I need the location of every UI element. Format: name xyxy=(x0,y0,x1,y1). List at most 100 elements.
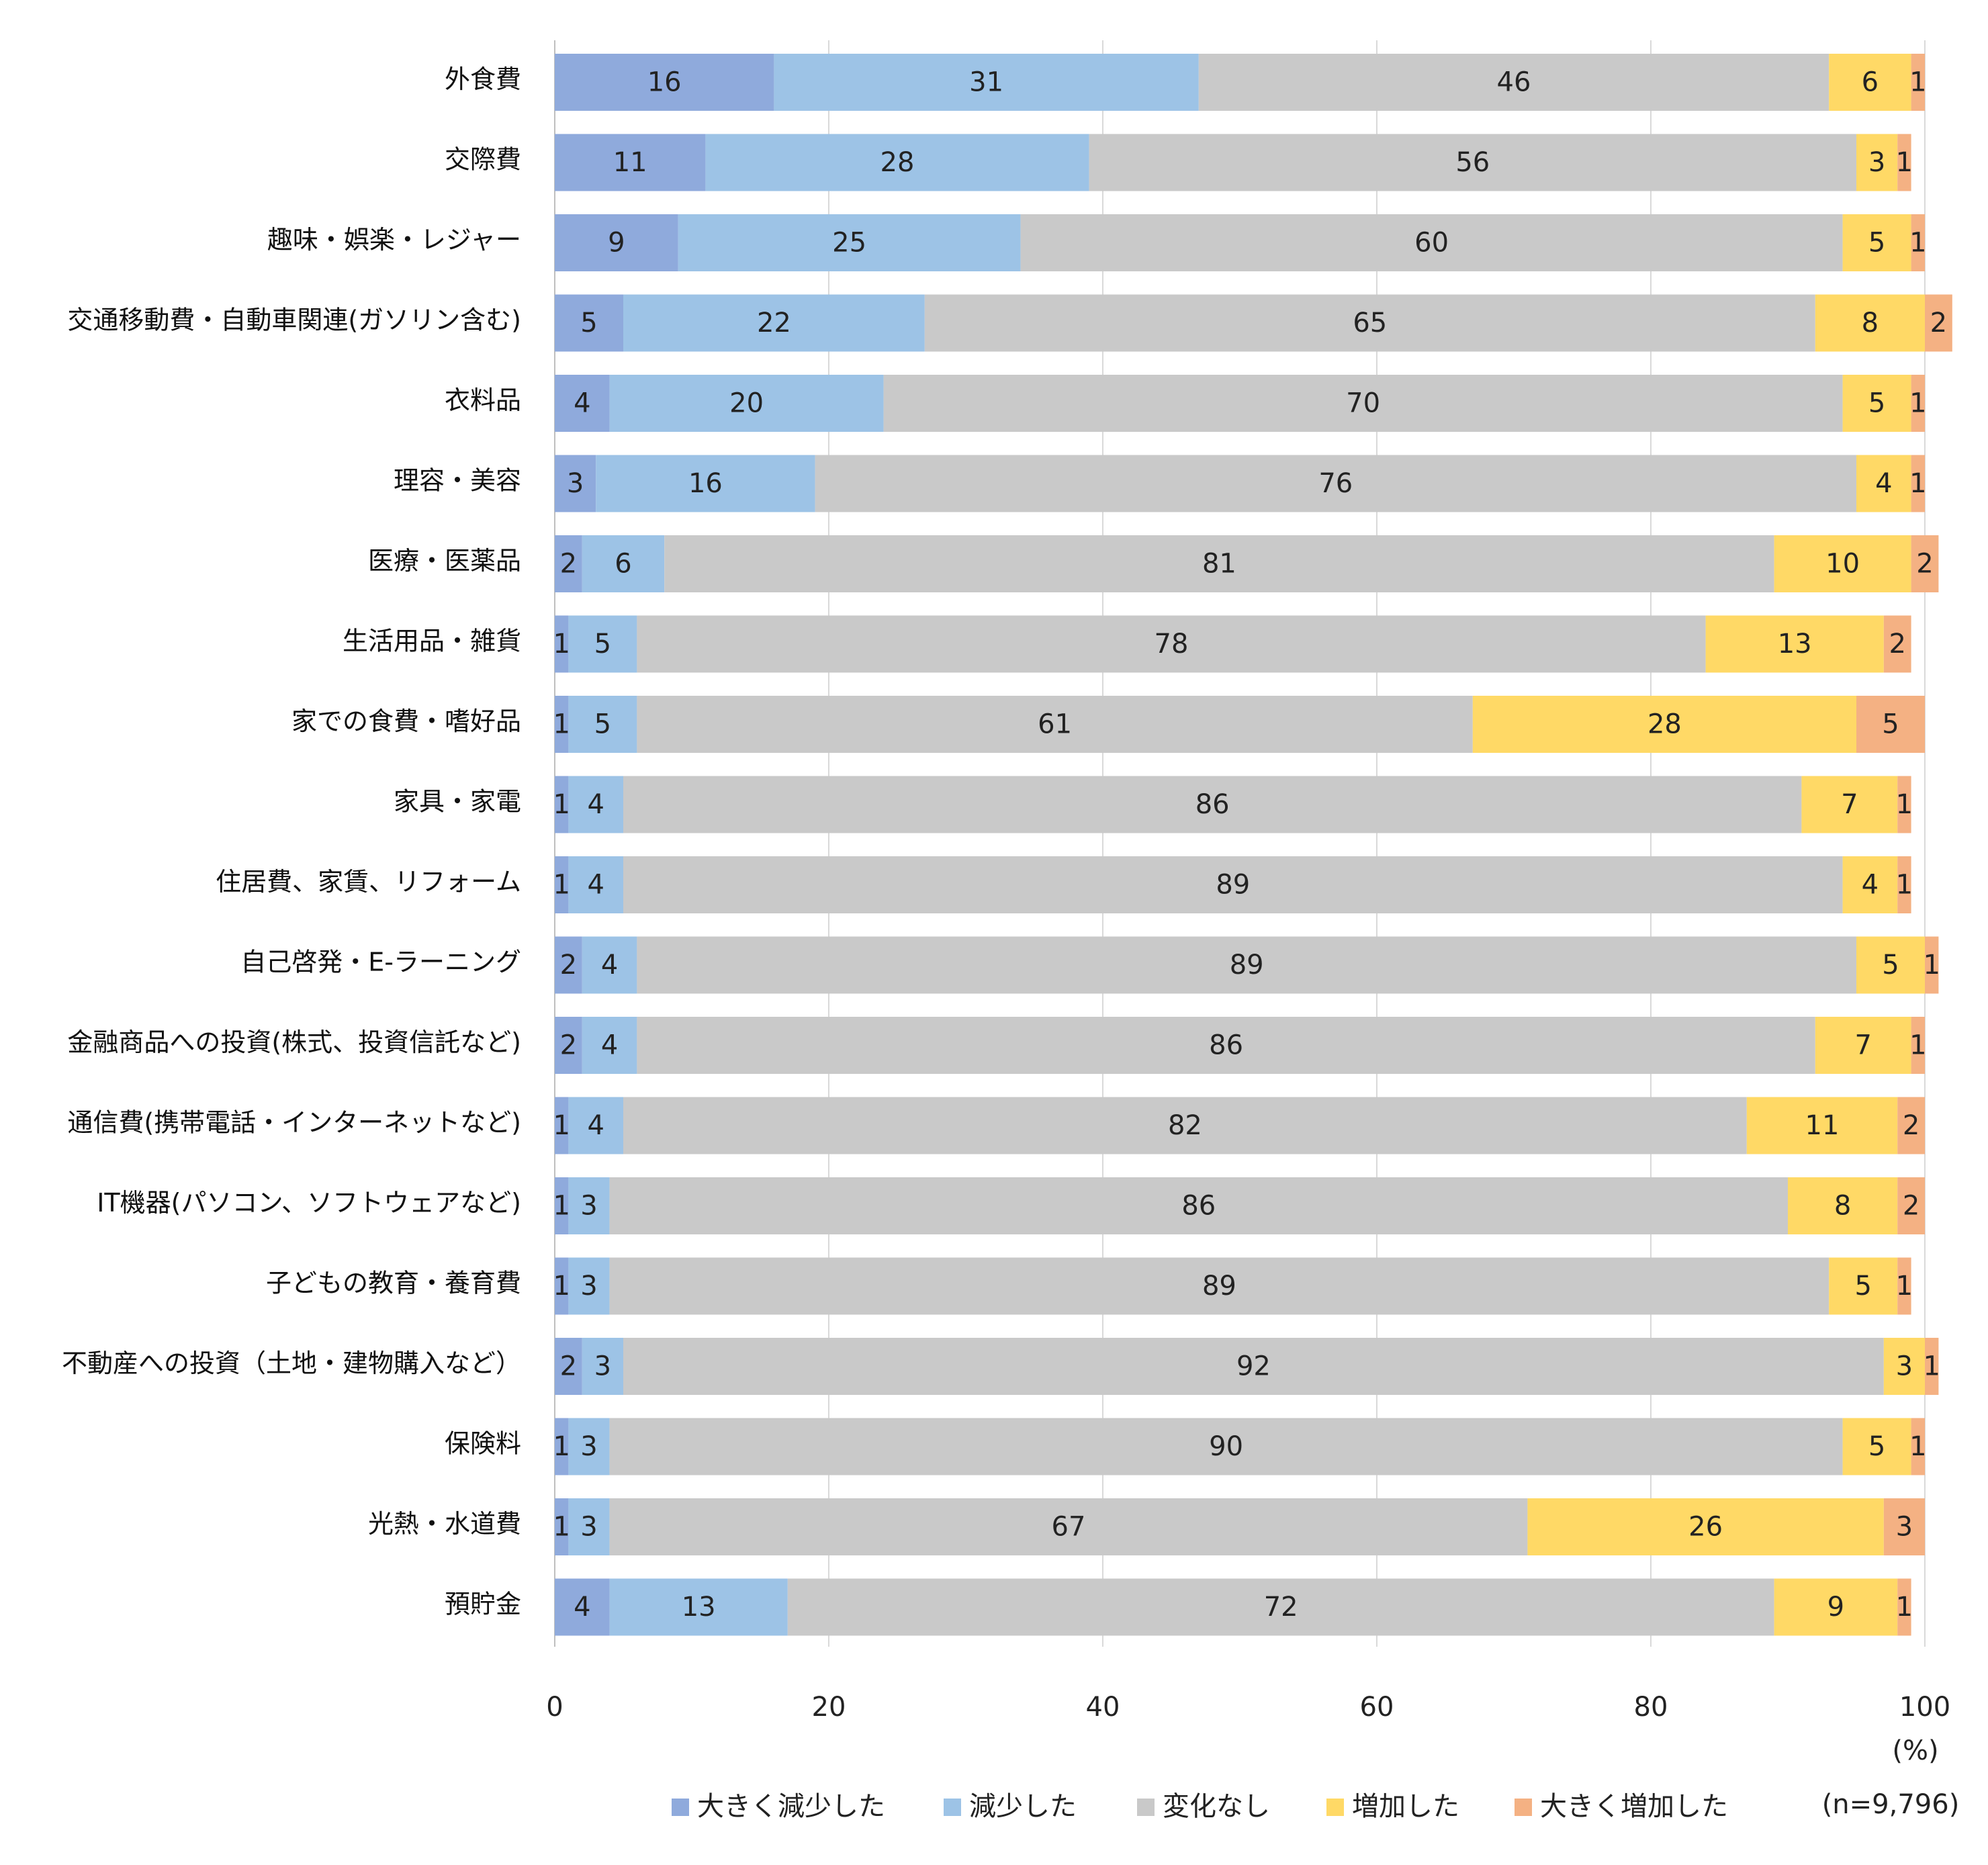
data-label: 2 xyxy=(560,549,577,580)
data-label: 3 xyxy=(1896,1512,1913,1543)
legend-swatch xyxy=(1326,1799,1344,1816)
data-label: 1 xyxy=(553,709,570,740)
data-label: 2 xyxy=(1916,549,1933,580)
category-label: 住居費、家賃、リフォーム xyxy=(216,867,521,897)
bar-segment xyxy=(555,375,610,432)
data-label: 3 xyxy=(580,1191,597,1222)
data-label: 86 xyxy=(1181,1191,1216,1222)
data-label: 56 xyxy=(1455,147,1490,178)
data-label: 26 xyxy=(1688,1512,1723,1543)
bar-segment xyxy=(1911,1017,1925,1074)
data-label: 16 xyxy=(688,468,723,499)
data-label: 16 xyxy=(647,67,682,98)
bar-segment xyxy=(568,1498,610,1555)
bar-segment xyxy=(555,1578,610,1636)
bar-segment xyxy=(555,936,582,994)
data-label: 3 xyxy=(1896,1351,1913,1382)
data-label: 20 xyxy=(729,388,764,419)
bar-segment xyxy=(555,54,774,111)
category-label: 衣料品 xyxy=(445,385,521,415)
bar-segment xyxy=(1911,455,1925,512)
data-label: 1 xyxy=(1896,147,1913,178)
data-label: 1 xyxy=(1909,67,1926,98)
bar-segment xyxy=(1815,294,1925,352)
x-tick-label: 60 xyxy=(1360,1692,1394,1723)
category-label: IT機器(パソコン、ソフトウェアなど) xyxy=(97,1188,521,1218)
data-label: 1 xyxy=(1923,950,1940,981)
bar-segment xyxy=(568,615,637,673)
bar-segment xyxy=(1911,535,1939,592)
data-label: 2 xyxy=(560,1351,577,1382)
bar-segment xyxy=(609,1578,788,1636)
bar-segment xyxy=(555,776,569,833)
data-label: 90 xyxy=(1209,1431,1243,1462)
data-label: 6 xyxy=(1862,67,1879,98)
bar-segment xyxy=(1842,1418,1911,1475)
data-label: 1 xyxy=(553,1512,570,1543)
legend-label: 大きく減少した xyxy=(697,1791,885,1822)
bar-segment xyxy=(623,294,925,352)
data-label: 9 xyxy=(1827,1592,1844,1623)
data-label: 1 xyxy=(1909,1431,1926,1462)
data-label: 3 xyxy=(567,468,584,499)
bar-segment xyxy=(623,1338,1884,1395)
sample-size-note: (n=9,796) xyxy=(1822,1789,1960,1820)
bar-segment xyxy=(568,696,637,753)
bar-segment xyxy=(1925,294,1952,352)
data-label: 7 xyxy=(1854,1030,1871,1061)
data-label: 5 xyxy=(1868,1431,1885,1462)
category-label: 通信費(携帯電話・インターネットなど) xyxy=(67,1108,521,1138)
bar-segment xyxy=(555,535,582,592)
bar-segment xyxy=(582,1338,623,1395)
bar-segment xyxy=(582,1017,637,1074)
bar-segment xyxy=(1911,214,1925,271)
data-label: 10 xyxy=(1825,549,1860,580)
data-label: 72 xyxy=(1264,1592,1298,1623)
bar-segment xyxy=(1856,455,1911,512)
data-label: 1 xyxy=(1909,388,1926,419)
bar-segment xyxy=(555,214,678,271)
bar-segment xyxy=(815,455,1856,512)
legend-swatch xyxy=(672,1799,689,1816)
data-label: 1 xyxy=(1896,1592,1913,1623)
data-label: 1 xyxy=(1896,870,1913,901)
bar-segment xyxy=(568,1097,623,1154)
data-label: 89 xyxy=(1230,950,1264,981)
bar-segment xyxy=(1856,696,1925,753)
data-label: 2 xyxy=(560,950,577,981)
data-label: 76 xyxy=(1318,468,1353,499)
bar-segment xyxy=(1897,1177,1925,1234)
bar-segment xyxy=(555,1257,569,1315)
bar-segment xyxy=(1856,134,1898,191)
bar-segment xyxy=(1829,1257,1898,1315)
bar-segment xyxy=(555,1498,569,1555)
data-label: 82 xyxy=(1168,1110,1202,1141)
data-label: 92 xyxy=(1236,1351,1271,1382)
bar-segment xyxy=(1842,375,1911,432)
data-label: 13 xyxy=(682,1592,716,1623)
bar-segment xyxy=(555,1177,569,1234)
data-label: 3 xyxy=(580,1431,597,1462)
data-label: 1 xyxy=(553,1191,570,1222)
bar-segment xyxy=(637,1017,1815,1074)
category-label: 生活用品・雑貨 xyxy=(343,627,521,656)
data-label: 1 xyxy=(1909,228,1926,259)
bar-segment xyxy=(582,936,637,994)
data-label: 25 xyxy=(832,228,866,259)
data-label: 22 xyxy=(757,308,791,338)
bar-segment xyxy=(883,375,1843,432)
bar-segment xyxy=(637,696,1473,753)
data-label: 1 xyxy=(553,1271,570,1302)
bar-segment xyxy=(1705,615,1884,673)
category-label: 外食費 xyxy=(445,64,521,94)
bars: 16 31 46 6 111 28 56 3 19 25 60 5 15 22 65 8 24 20 70 5 13 16… xyxy=(553,54,1952,1636)
bar-segment xyxy=(637,936,1856,994)
bar-segment xyxy=(555,294,623,352)
bar-segment xyxy=(678,214,1021,271)
data-label: 2 xyxy=(1930,308,1947,338)
data-label: 1 xyxy=(553,1110,570,1141)
bar-segment xyxy=(1527,1498,1884,1555)
data-label: 11 xyxy=(1805,1110,1840,1141)
